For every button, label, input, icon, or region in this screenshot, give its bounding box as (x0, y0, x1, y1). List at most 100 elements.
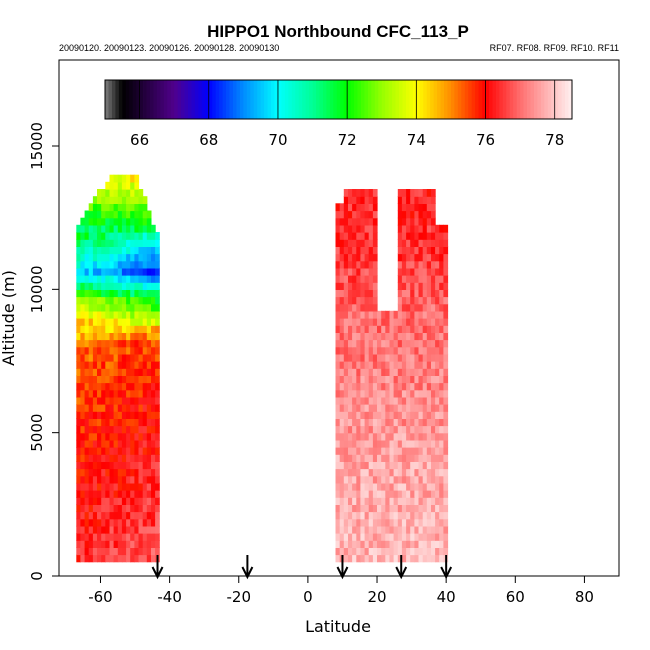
heatmap-cell (335, 260, 341, 269)
heatmap-cell (443, 525, 449, 534)
heatmap-cell (146, 418, 152, 427)
heatmap-cell (401, 475, 407, 484)
heatmap-cell (368, 404, 374, 412)
heatmap-cell (356, 325, 361, 333)
heatmap-cell (109, 475, 115, 484)
colorbar-tick-label: 68 (199, 131, 218, 149)
heatmap-cell (142, 289, 148, 298)
heatmap-cell (397, 267, 403, 276)
heatmap-cell (109, 246, 115, 255)
heatmap-cell (126, 425, 131, 434)
heatmap-cell (335, 396, 341, 405)
heatmap-cell (121, 246, 127, 255)
heatmap-cell (97, 411, 102, 419)
heatmap-cell (368, 461, 374, 470)
heatmap-cell (406, 239, 411, 247)
heatmap-cell (364, 418, 370, 427)
heatmap-cell (88, 275, 94, 283)
heatmap-cell (418, 296, 424, 305)
colorbar-segment (513, 80, 518, 119)
heatmap-cell (121, 482, 127, 491)
heatmap-cell (92, 346, 98, 355)
heatmap-cell (121, 490, 127, 498)
heatmap-cell (142, 303, 148, 312)
heatmap-cell (117, 189, 123, 197)
heatmap-cell (130, 411, 135, 419)
heatmap-cell (88, 267, 94, 276)
heatmap-cell (146, 339, 152, 348)
heatmap-cell (422, 418, 428, 427)
chart-subtitle-dates: 20090120. 20090123. 20090126. 20090128. … (59, 43, 279, 53)
heatmap-cell (406, 346, 411, 355)
heatmap-cell (406, 389, 411, 398)
heatmap-cell (343, 232, 349, 240)
heatmap-cell (426, 267, 432, 276)
heatmap-cell (406, 310, 411, 319)
heatmap-cell (84, 361, 90, 369)
heatmap-cell (439, 318, 444, 326)
heatmap-cell (406, 289, 411, 298)
heatmap-cell (360, 468, 366, 477)
heatmap-cell (113, 375, 119, 384)
heatmap-cell (130, 540, 135, 548)
heatmap-cell (97, 339, 102, 348)
heatmap-cell (130, 475, 135, 484)
heatmap-cell (138, 368, 144, 376)
heatmap-cell (348, 389, 353, 398)
heatmap-cell (109, 353, 115, 362)
heatmap-cell (88, 217, 94, 226)
heatmap-cell (121, 475, 127, 484)
heatmap-cell (335, 482, 341, 491)
heatmap-cell (155, 303, 160, 312)
heatmap-cell (130, 382, 135, 391)
heatmap-cell (134, 547, 140, 556)
heatmap-cell (88, 497, 94, 505)
heatmap-cell (142, 518, 148, 527)
heatmap-cell (146, 282, 152, 290)
heatmap-cell (418, 375, 424, 384)
heatmap-cell (88, 518, 94, 527)
heatmap-cell (443, 353, 449, 362)
heatmap-cell (339, 432, 345, 441)
heatmap-cell (397, 382, 403, 391)
heatmap-cell (101, 447, 106, 455)
heatmap-cell (443, 447, 449, 455)
heatmap-cell (406, 461, 411, 470)
heatmap-cell (393, 525, 399, 534)
heatmap-cell (92, 260, 98, 269)
heatmap-cell (117, 525, 123, 534)
heatmap-cell (117, 540, 123, 548)
colorbar-segment (319, 80, 324, 119)
heatmap-cell (381, 382, 386, 391)
heatmap-cell (130, 361, 135, 369)
heatmap-cell (130, 447, 135, 455)
heatmap-cell (377, 497, 382, 505)
heatmap-cell (439, 554, 444, 563)
heatmap-cell (348, 540, 353, 548)
heatmap-cell (84, 239, 90, 247)
heatmap-cell (101, 547, 106, 556)
heatmap-cell (422, 325, 428, 333)
heatmap-cell (418, 432, 424, 441)
heatmap-cell (431, 461, 436, 470)
heatmap-cell (142, 375, 148, 384)
heatmap-cell (356, 497, 361, 505)
heatmap-cell (109, 232, 115, 240)
heatmap-cell (401, 468, 407, 477)
heatmap-cell (142, 332, 148, 341)
heatmap-cell (97, 461, 102, 470)
heatmap-cell (401, 196, 407, 204)
heatmap-cell (410, 475, 415, 484)
heatmap-cell (335, 447, 341, 455)
heatmap-cell (435, 318, 440, 326)
heatmap-cell (352, 203, 357, 212)
heatmap-cell (397, 490, 403, 498)
colorbar-segment (374, 80, 379, 119)
heatmap-cell (397, 504, 403, 513)
heatmap-cell (146, 511, 152, 520)
heatmap-cell (109, 282, 115, 290)
heatmap-cell (130, 325, 135, 333)
heatmap-cell (439, 361, 444, 369)
heatmap-cell (101, 332, 106, 341)
